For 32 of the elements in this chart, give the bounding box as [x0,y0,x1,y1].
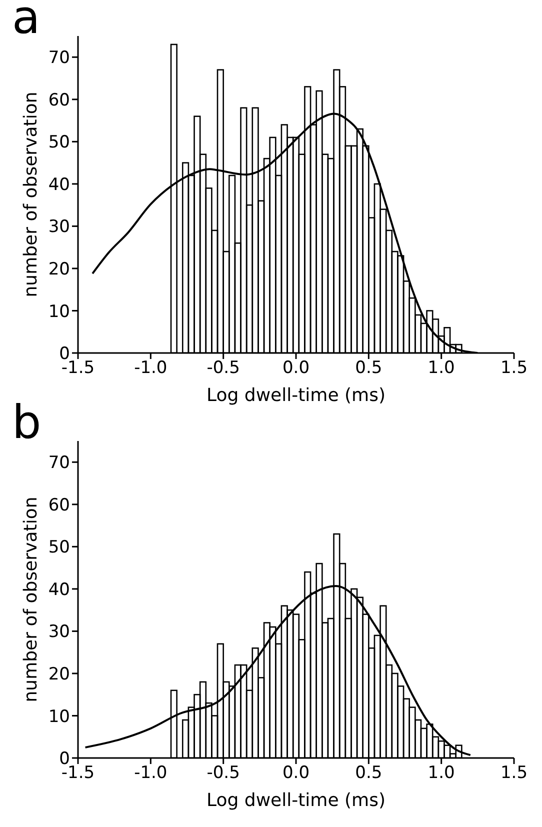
y-tick-label: 20 [48,260,70,280]
y-axis-title: number of observation [20,92,42,298]
x-tick-label: 1.5 [500,763,528,784]
x-tick-label: -1.0 [134,358,168,378]
y-tick-label: 40 [48,580,70,600]
text: b [12,395,42,449]
y-tick-label: 60 [48,495,70,516]
text: a [12,0,40,44]
y-tick-label: 70 [48,48,70,68]
x-axis-title: Log dwell-time (ms) [206,790,386,811]
x-tick-label: 0.5 [355,358,382,378]
x-tick-label: -0.5 [206,763,240,784]
x-tick-label: 1.0 [428,763,455,784]
x-tick-label: 0.0 [282,763,310,784]
y-tick-label: 10 [48,706,70,727]
x-tick-label: -1.0 [134,763,168,784]
x-tick-label: 1.0 [428,358,455,378]
y-axis-title: number of observation [20,496,42,702]
x-tick-label: 0.5 [355,763,382,784]
y-tick-label: 70 [48,453,70,474]
y-tick-label: 30 [48,622,70,642]
y-tick-label: 50 [48,132,70,153]
y-tick-label: 20 [48,664,70,684]
x-tick-label: -0.5 [206,358,240,378]
y-tick-label: 40 [48,174,70,195]
x-tick-label: 0.0 [282,358,310,378]
y-tick-label: 30 [48,217,70,238]
y-tick-label: 10 [48,302,70,322]
y-tick-label: 60 [48,90,70,110]
y-tick-label: 50 [48,538,70,558]
x-axis-title: Log dwell-time (ms) [206,385,386,406]
x-tick-label: 1.5 [500,358,528,378]
